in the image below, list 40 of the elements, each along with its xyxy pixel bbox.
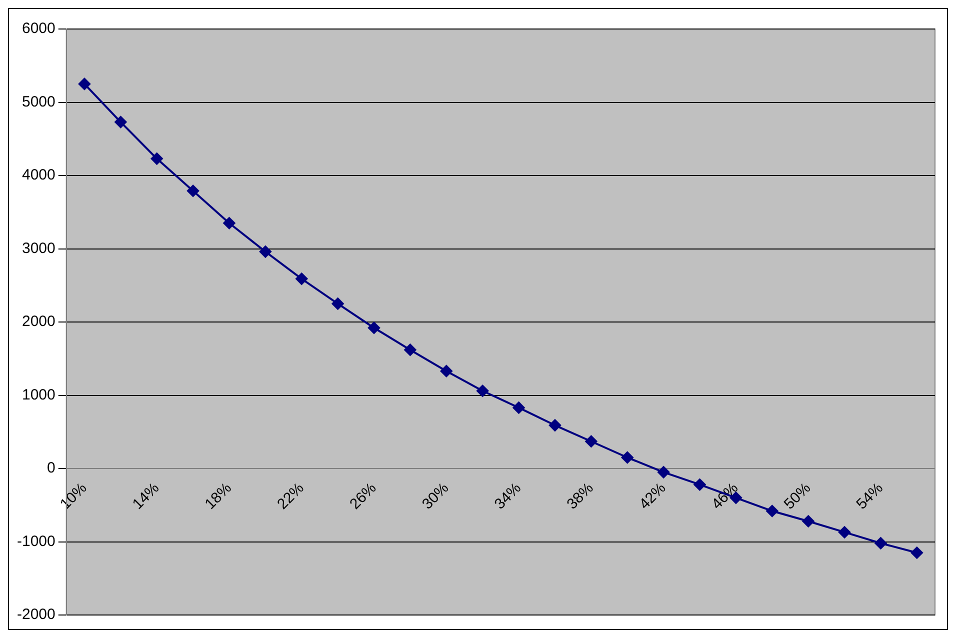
x-tick-label: 34%: [491, 480, 525, 513]
y-tick-label: 2000: [22, 313, 56, 330]
point: [548, 419, 561, 432]
y-tick-label: 4000: [22, 166, 56, 184]
point: [766, 504, 778, 517]
point: [404, 344, 416, 356]
x-tick-label: 46%: [708, 480, 742, 513]
point: [585, 435, 598, 448]
point: [223, 217, 236, 230]
point: [114, 116, 127, 128]
point: [621, 452, 634, 464]
point: [910, 546, 923, 559]
point: [150, 152, 163, 165]
point: [296, 272, 308, 285]
y-tick-label: -1000: [16, 532, 56, 550]
x-tick-label: 50%: [780, 480, 814, 513]
point: [259, 246, 272, 258]
y-tick-label: -2000: [16, 606, 56, 624]
point: [476, 384, 489, 397]
point: [838, 526, 851, 538]
point: [658, 466, 670, 478]
point: [512, 402, 525, 414]
x-tick-label: 10%: [56, 480, 90, 513]
point: [440, 365, 452, 378]
x-tick-label: 30%: [418, 480, 452, 513]
x-tick-label: 54%: [853, 480, 886, 513]
point: [694, 478, 706, 491]
point: [368, 322, 380, 334]
x-tick-label: 38%: [564, 480, 597, 513]
y-tick-label: 6000: [22, 20, 56, 38]
y-tick-label: 0: [47, 460, 56, 477]
y-tick-label: 1000: [22, 386, 56, 404]
point: [332, 298, 344, 310]
point: [874, 537, 887, 550]
point: [78, 78, 90, 90]
y-tick-label: 5000: [22, 93, 56, 110]
point: [187, 184, 200, 197]
point: [802, 515, 814, 528]
y-tick-label: 3000: [22, 240, 56, 257]
x-tick-label: 42%: [636, 480, 670, 513]
